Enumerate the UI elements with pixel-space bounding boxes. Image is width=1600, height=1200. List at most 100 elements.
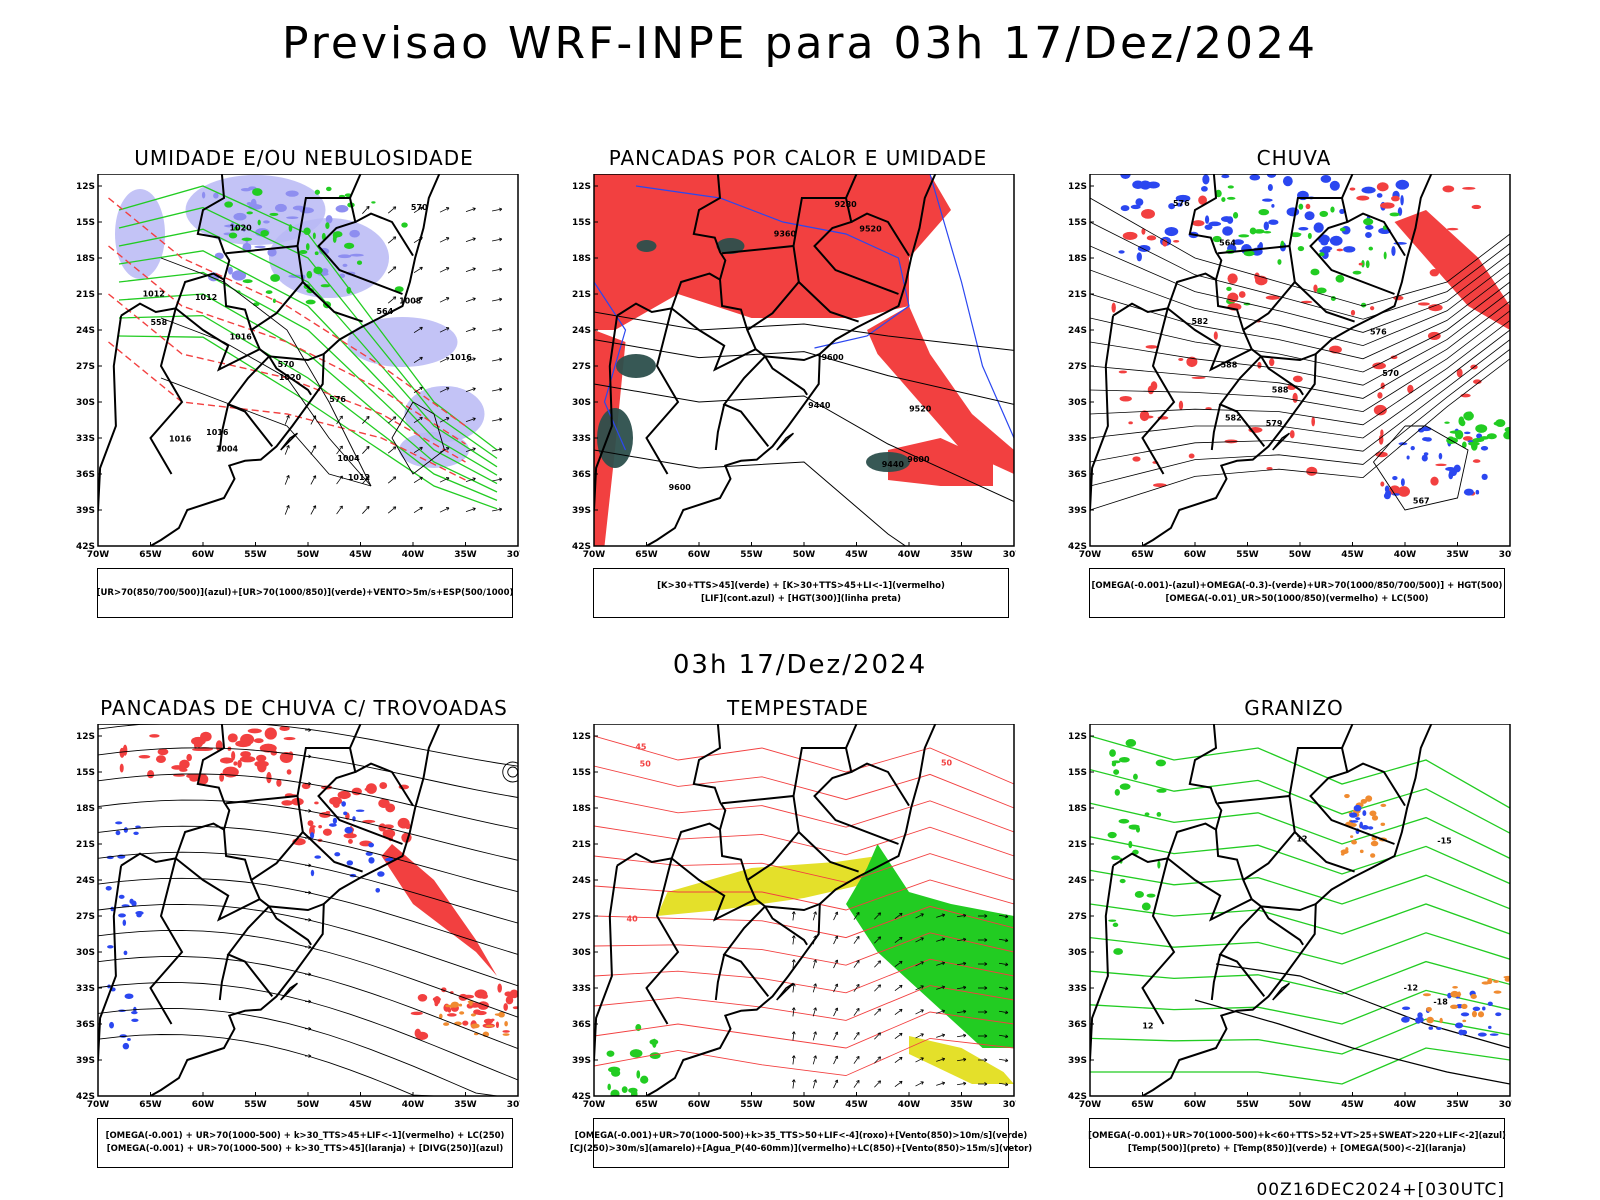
lat-tick-label: 12S — [76, 182, 95, 192]
border-line — [1260, 905, 1304, 946]
border-line — [1167, 279, 1253, 372]
border-line — [692, 724, 727, 830]
border-line — [1218, 244, 1296, 283]
lon-tick-label: 55W — [1236, 1100, 1259, 1110]
lon-tick-label: 35W — [1446, 1100, 1469, 1110]
lon-tick-label: 55W — [740, 1100, 763, 1110]
lon-tick-label: 65W — [139, 1100, 162, 1110]
lon-tick-label: 40W — [1394, 1100, 1417, 1110]
lat-tick-label: 33S — [572, 434, 591, 444]
map-pancadas-calor: 96009520960094409360928096009520944012S1… — [572, 174, 1016, 560]
contour-label: 564 — [1219, 238, 1236, 247]
lon-tick-label: 70W — [583, 550, 606, 560]
lon-tick-label: 55W — [244, 1100, 267, 1110]
lat-tick-label: 33S — [1068, 984, 1087, 994]
contour-label: 9600 — [821, 353, 844, 362]
lat-tick-label: 21S — [1068, 840, 1087, 850]
contour-label: 558 — [150, 318, 167, 327]
legend-pancadas-calor: [K>30+TTS>45](verde) + [K>30+TTS>45+LI<-… — [593, 568, 1009, 618]
lat-tick-label: 18S — [76, 254, 95, 264]
contour-label: 40 — [627, 914, 639, 923]
border-line — [1341, 724, 1354, 749]
lat-tick-label: 39S — [572, 1056, 591, 1066]
lon-tick-label: 65W — [635, 550, 658, 560]
contour-label: -18 — [1433, 997, 1448, 1006]
lat-tick-label: 42S — [76, 1092, 95, 1102]
lon-tick-label: 60W — [192, 1100, 215, 1110]
border-line — [218, 954, 230, 1001]
lon-tick-label: 35W — [454, 550, 477, 560]
legend-line-1: [UR>70(850/700/500)](azul)+[UR>70(1000/8… — [96, 587, 514, 598]
main-title: Previsao WRF-INPE para 03h 17/Dez/2024 — [282, 18, 1318, 69]
coastline — [1142, 724, 1433, 1096]
lon-tick-label: 45W — [1341, 1100, 1364, 1110]
lon-tick-label: 50W — [297, 550, 320, 560]
border-line — [1218, 898, 1266, 998]
border-line — [1218, 348, 1266, 448]
contour-label: 1016 — [206, 428, 229, 437]
border-line — [722, 794, 800, 833]
lagoon — [280, 432, 299, 451]
lat-tick-label: 24S — [76, 326, 95, 336]
lat-tick-label: 27S — [76, 912, 95, 922]
lat-tick-label: 12S — [572, 732, 591, 742]
lat-tick-label: 15S — [76, 218, 95, 228]
legend-line-2: [LIF](cont.azul) + [HGT(300)](linha pret… — [700, 594, 902, 604]
coastline — [646, 724, 937, 1096]
lon-tick-label: 70W — [87, 1100, 110, 1110]
lat-tick-label: 36S — [76, 1020, 95, 1030]
border-line — [850, 762, 910, 807]
lon-tick-label: 50W — [793, 550, 816, 560]
lat-tick-label: 30S — [76, 948, 95, 958]
contour-label: -12 — [1404, 983, 1418, 992]
map-content: 588 582 576 570 567 564 579 588 582 576 — [1090, 174, 1510, 546]
lon-tick-label: 30W — [1003, 1100, 1016, 1110]
lat-tick-label: 24S — [1068, 326, 1087, 336]
contour-label: 9600 — [669, 483, 692, 492]
border-line — [226, 794, 304, 833]
lagoon — [1272, 982, 1291, 1001]
lat-tick-label: 21S — [1068, 290, 1087, 300]
lat-tick-label: 36S — [572, 470, 591, 480]
border-line — [120, 822, 225, 867]
border-line — [850, 212, 910, 257]
lon-tick-label: 30W — [1003, 550, 1016, 560]
border-line — [1288, 197, 1395, 295]
lon-tick-label: 40W — [1394, 550, 1417, 560]
lagoon — [776, 432, 795, 451]
map-tempestade: 50 45 40 50 12S 15S 18S 21S 24S 27S 30S 33S 36S 39S 42… — [572, 724, 1016, 1110]
lat-tick-label: 18S — [572, 804, 591, 814]
border-line — [218, 404, 230, 451]
panel-title-tempestade: TEMPESTADE — [727, 696, 869, 720]
coastline — [1142, 174, 1433, 546]
lat-tick-label: 27S — [1068, 912, 1087, 922]
border-line — [226, 348, 274, 448]
lat-tick-label: 21S — [76, 840, 95, 850]
contour-label: 9520 — [859, 225, 882, 234]
border-line — [250, 830, 363, 881]
lon-tick-label: 60W — [1184, 550, 1207, 560]
contour-label: 9440 — [882, 460, 905, 469]
lon-tick-label: 35W — [950, 1100, 973, 1110]
border-line — [616, 822, 721, 867]
lon-tick-label: 40W — [898, 1100, 921, 1110]
lat-tick-label: 12S — [76, 732, 95, 742]
legend-line-2: [OMEGA(-0.001) + UR>70(1000-500) + k>30_… — [106, 1144, 504, 1154]
contour-label: 1012 — [195, 293, 217, 302]
contour-label: 9440 — [808, 401, 831, 410]
lat-tick-label: 30S — [1068, 948, 1087, 958]
border-line — [196, 724, 231, 830]
lon-tick-label: 70W — [1079, 550, 1102, 560]
border-line — [98, 865, 123, 1064]
border-line — [268, 355, 312, 396]
border-line — [722, 244, 800, 283]
lat-tick-label: 21S — [76, 290, 95, 300]
legend-line-2: [Temp(500)](preto) + [Temp(850)](verde) … — [1127, 1144, 1467, 1154]
lon-tick-label: 30W — [507, 550, 520, 560]
border-line — [1288, 747, 1395, 845]
vortex — [502, 761, 518, 783]
model-run-label: 00Z16DEC2024+[030UTC] — [1256, 1180, 1505, 1200]
lon-tick-label: 35W — [454, 1100, 477, 1110]
